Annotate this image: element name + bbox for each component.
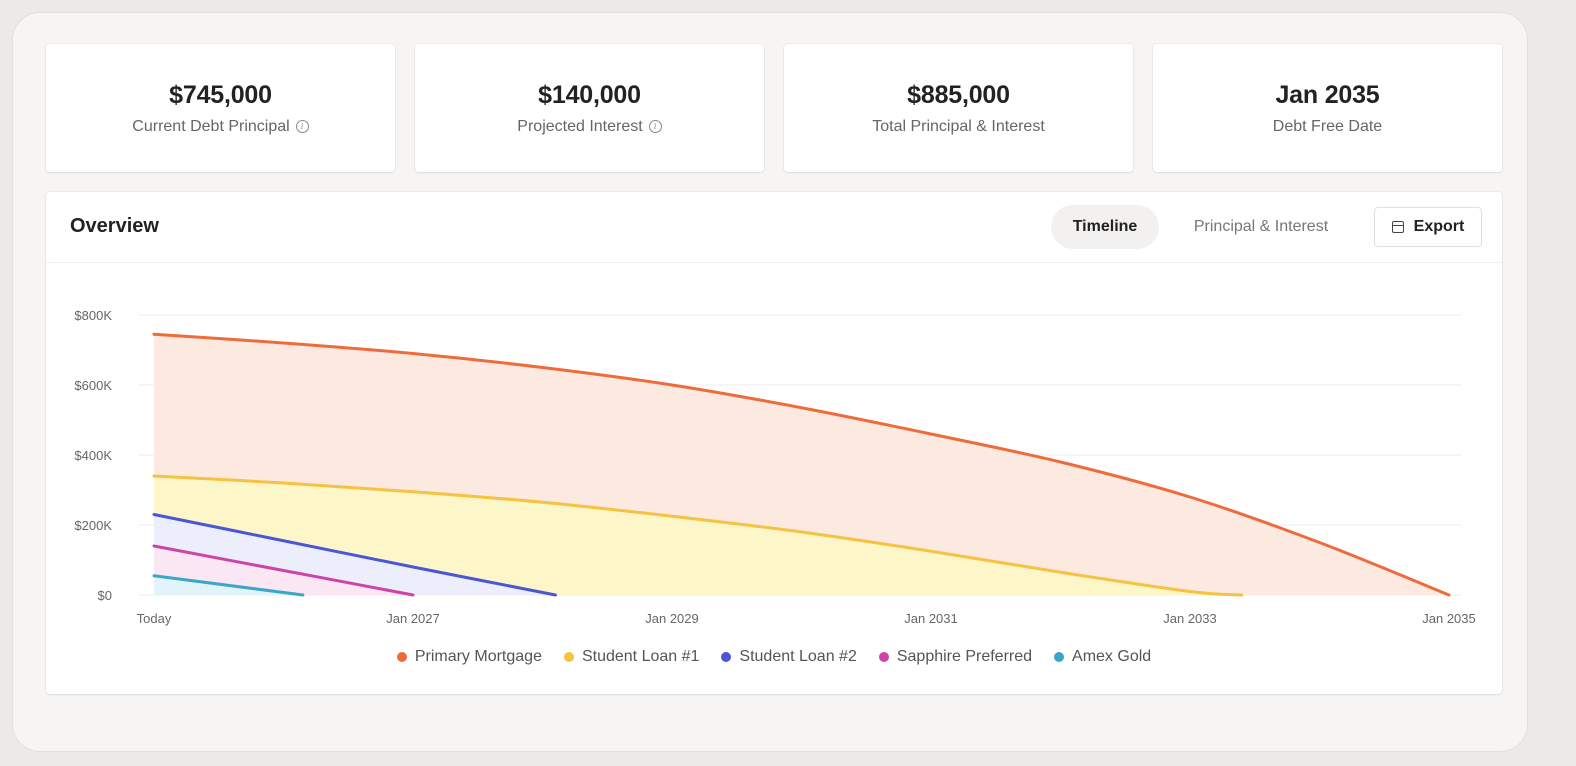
stat-label-row: Total Principal & Interest: [872, 118, 1045, 136]
line-student-loan-2: [152, 513, 557, 597]
export-button[interactable]: Export: [1374, 207, 1482, 247]
line-primary-mortgage: [152, 332, 1451, 597]
stat-value: $885,000: [907, 80, 1010, 109]
line-amex-gold: [152, 574, 305, 597]
stat-label: Debt Free Date: [1272, 117, 1383, 135]
tab-timeline[interactable]: Timeline: [1051, 205, 1159, 249]
area-student-loan-1: [154, 476, 1242, 595]
legend-dot-icon: [721, 652, 732, 662]
legend-label: Primary Mortgage: [414, 648, 542, 665]
y-tick-label: $200K: [74, 518, 112, 533]
x-tick-label: Jan 2031: [904, 611, 958, 626]
legend-item: Sapphire Preferred: [878, 648, 1033, 666]
x-tick-label: Jan 2027: [386, 611, 440, 626]
stat-label-row: Projected Interest i: [517, 117, 662, 136]
legend-dot-icon: [878, 652, 889, 662]
info-icon[interactable]: i: [295, 120, 309, 133]
x-tick-label: Jan 2035: [1422, 611, 1476, 626]
stat-card-total: $885,000 Total Principal & Interest: [784, 44, 1133, 172]
x-tick-label: Today: [137, 611, 172, 626]
x-tick-label: Jan 2033: [1163, 611, 1217, 626]
legend-label: Student Loan #2: [739, 648, 857, 665]
stat-card-current-debt: $745,000 Current Debt Principal i: [46, 44, 395, 172]
overview-title: Overview: [70, 215, 159, 237]
legend-dot-icon: [563, 652, 574, 662]
tab-principal-interest[interactable]: Principal & Interest: [1193, 218, 1329, 235]
line-sapphire-preferred: [152, 544, 415, 597]
legend-label: Sapphire Preferred: [896, 648, 1033, 665]
x-tick-label: Jan 2029: [645, 611, 699, 626]
legend-label: Amex Gold: [1072, 648, 1152, 665]
y-tick-label: $0: [98, 588, 112, 603]
legend-item: Student Loan #1: [563, 648, 700, 666]
legend-item: Primary Mortgage: [396, 648, 542, 666]
overview-header: Overview Timeline Principal & Interest E…: [46, 192, 1502, 263]
legend-dot-icon: [396, 652, 407, 662]
legend-label: Student Loan #1: [581, 648, 700, 665]
export-label: Export: [1413, 218, 1465, 235]
legend-item: Student Loan #2: [721, 648, 857, 666]
stat-card-debt-free-date: Jan 2035 Debt Free Date: [1153, 44, 1502, 172]
info-icon[interactable]: i: [648, 120, 662, 133]
stat-label: Total Principal & Interest: [872, 117, 1045, 135]
y-tick-label: $800K: [74, 308, 112, 323]
summary-stats: $745,000 Current Debt Principal i $140,0…: [46, 44, 1502, 172]
stat-label: Current Debt Principal: [132, 117, 290, 135]
stat-value: $140,000: [538, 80, 641, 109]
legend-item: Amex Gold: [1054, 648, 1151, 666]
legend-dot-icon: [1054, 652, 1065, 662]
stat-label: Projected Interest: [517, 117, 643, 135]
stat-card-projected-interest: $140,000 Projected Interest i: [415, 44, 764, 172]
y-tick-label: $400K: [74, 448, 112, 463]
line-student-loan-1: [152, 474, 1244, 597]
y-tick-label: $600K: [74, 378, 112, 393]
stat-value: $745,000: [169, 80, 272, 109]
overview-panel: Overview Timeline Principal & Interest E…: [46, 192, 1502, 694]
stat-value: Jan 2035: [1275, 80, 1380, 109]
stat-label-row: Current Debt Principal i: [132, 117, 309, 136]
stat-label-row: Debt Free Date: [1273, 118, 1382, 136]
chart-legend: Primary Mortgage Student Loan #1 Student L…: [46, 648, 1502, 666]
timeline-chart: $0 $200K $400K $600K $800K Today Jan 2027 Jan 2…: [74, 308, 1476, 626]
calendar-icon: [1391, 221, 1404, 233]
